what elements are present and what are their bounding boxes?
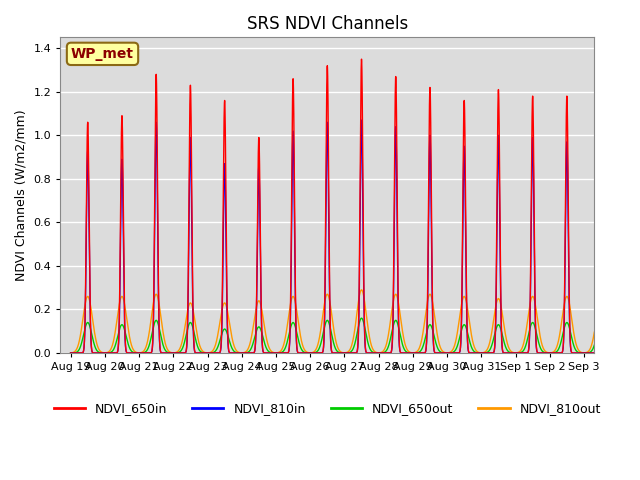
- NDVI_810in: [358, 117, 365, 123]
- Line: NDVI_650out: NDVI_650out: [70, 318, 618, 353]
- NDVI_810out: [391, 293, 399, 299]
- Text: WP_met: WP_met: [71, 47, 134, 61]
- NDVI_650out: [265, 349, 273, 355]
- NDVI_650out: [94, 349, 102, 355]
- NDVI_810in: [415, 350, 422, 356]
- Line: NDVI_810in: NDVI_810in: [70, 120, 618, 353]
- NDVI_650out: [415, 349, 422, 355]
- NDVI_650in: [358, 56, 365, 62]
- NDVI_810in: [265, 350, 273, 356]
- NDVI_810in: [391, 182, 399, 188]
- NDVI_810in: [502, 350, 509, 356]
- NDVI_810in: [473, 350, 481, 356]
- NDVI_650out: [614, 350, 622, 356]
- NDVI_650in: [94, 350, 102, 356]
- NDVI_810out: [502, 334, 509, 340]
- NDVI_810out: [415, 347, 422, 352]
- Title: SRS NDVI Channels: SRS NDVI Channels: [246, 15, 408, 33]
- Line: NDVI_810out: NDVI_810out: [70, 290, 618, 353]
- NDVI_810in: [67, 350, 74, 356]
- NDVI_650in: [502, 350, 509, 356]
- NDVI_810in: [94, 350, 102, 356]
- NDVI_810out: [67, 350, 74, 356]
- NDVI_650in: [415, 350, 422, 356]
- Line: NDVI_650in: NDVI_650in: [70, 59, 618, 353]
- NDVI_650in: [391, 144, 399, 150]
- NDVI_810in: [614, 350, 622, 356]
- NDVI_650out: [391, 319, 399, 324]
- NDVI_810out: [473, 348, 481, 354]
- NDVI_650out: [502, 345, 509, 350]
- NDVI_650out: [67, 350, 74, 356]
- NDVI_650in: [614, 350, 622, 356]
- NDVI_810out: [614, 350, 622, 356]
- NDVI_650out: [358, 315, 365, 321]
- NDVI_650in: [473, 350, 481, 356]
- Legend: NDVI_650in, NDVI_810in, NDVI_650out, NDVI_810out: NDVI_650in, NDVI_810in, NDVI_650out, NDV…: [49, 397, 606, 420]
- NDVI_810out: [358, 287, 365, 293]
- NDVI_650out: [473, 350, 481, 356]
- Y-axis label: NDVI Channels (W/m2/mm): NDVI Channels (W/m2/mm): [15, 109, 28, 281]
- NDVI_650in: [265, 350, 273, 356]
- NDVI_810out: [94, 345, 102, 350]
- NDVI_650in: [67, 350, 74, 356]
- NDVI_810out: [265, 344, 273, 350]
